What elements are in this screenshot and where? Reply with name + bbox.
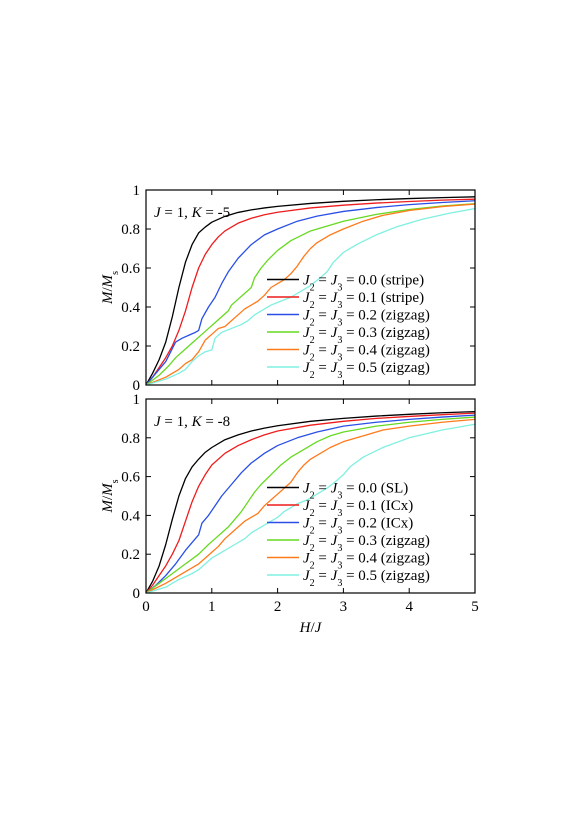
- y-tick-label: 0.8: [121, 431, 140, 447]
- y-tick-label: 0: [133, 586, 141, 602]
- legend-entry: J2 = J3 = 0.4 (zigzag): [303, 551, 430, 572]
- series-line-0.2: [146, 200, 475, 385]
- x-tick-label: 3: [340, 599, 348, 615]
- legend-entry: J2 = J3 = 0.0 (stripe): [303, 273, 424, 294]
- x-tick-label: 0: [142, 599, 150, 615]
- series-line-0.0: [146, 196, 475, 385]
- series-line-0.1: [146, 198, 475, 385]
- x-tick-label: 2: [274, 599, 282, 615]
- y-tick-label: 1: [133, 183, 141, 199]
- x-tick-label: 4: [405, 599, 413, 615]
- plot-frame: [145, 189, 476, 386]
- y-axis-label: M/Ms: [100, 479, 121, 513]
- y-axis-label: M/Ms: [100, 271, 121, 305]
- legend-entry: J2 = J3 = 0.0 (SL): [303, 481, 408, 502]
- y-tick-label: 0.4: [121, 508, 140, 524]
- y-tick-label: 0.6: [121, 261, 140, 277]
- legend-entry: J2 = J3 = 0.3 (zigzag): [303, 325, 430, 346]
- plot-area: [146, 196, 475, 385]
- series-line-0.4: [146, 418, 475, 593]
- y-tick-label: 0.8: [121, 222, 140, 238]
- y-tick-label: 0.2: [121, 547, 140, 563]
- panel-annotation: J = 1, K = -8: [154, 414, 230, 430]
- panel-annotation: J = 1, K = -5: [154, 205, 230, 221]
- legend-entry: J2 = J3 = 0.5 (zigzag): [303, 360, 430, 381]
- x-tick-label: 1: [208, 599, 216, 615]
- series-line-0.0: [146, 410, 475, 593]
- y-tick-label: 1: [133, 392, 141, 408]
- x-axis-label: H/J: [299, 620, 323, 636]
- y-tick-label: 0: [133, 378, 141, 394]
- legend-entry: J2 = J3 = 0.1 (ICx): [303, 498, 413, 519]
- series-line-0.4: [146, 203, 475, 385]
- series-line-0.3: [146, 416, 475, 593]
- legend-entry: J2 = J3 = 0.3 (zigzag): [303, 533, 430, 554]
- series-line-0.5: [146, 207, 475, 385]
- y-tick-label: 0.4: [121, 300, 140, 316]
- series-line-0.1: [146, 412, 475, 593]
- legend-entry: J2 = J3 = 0.2 (zigzag): [303, 308, 430, 329]
- legend-entry: J2 = J3 = 0.1 (stripe): [303, 290, 424, 311]
- series-line-0.2: [146, 414, 475, 593]
- legend-entry: J2 = J3 = 0.5 (zigzag): [303, 568, 430, 589]
- y-tick-label: 0.6: [121, 470, 140, 486]
- top-panel: 0 0.2 0.4 0.6 0.8 1 M/Ms J = 1, K = -5 J2 = J3 =…: [100, 183, 476, 394]
- series-line-0.3: [146, 203, 475, 385]
- series-line-0.5: [146, 423, 475, 593]
- bottom-panel: 0 1 2 3 4 5 0 0.2 0.4 0.6 0.8 1 M/Ms H/J J = 1, K = -8…: [100, 392, 479, 636]
- plot-area: [146, 410, 475, 593]
- y-tick-label: 0.2: [121, 339, 140, 355]
- legend-entry: J2 = J3 = 0.2 (ICx): [303, 516, 413, 537]
- legend-entry: J2 = J3 = 0.4 (zigzag): [303, 343, 430, 364]
- plot-frame: [145, 398, 476, 594]
- x-tick-label: 5: [471, 599, 479, 615]
